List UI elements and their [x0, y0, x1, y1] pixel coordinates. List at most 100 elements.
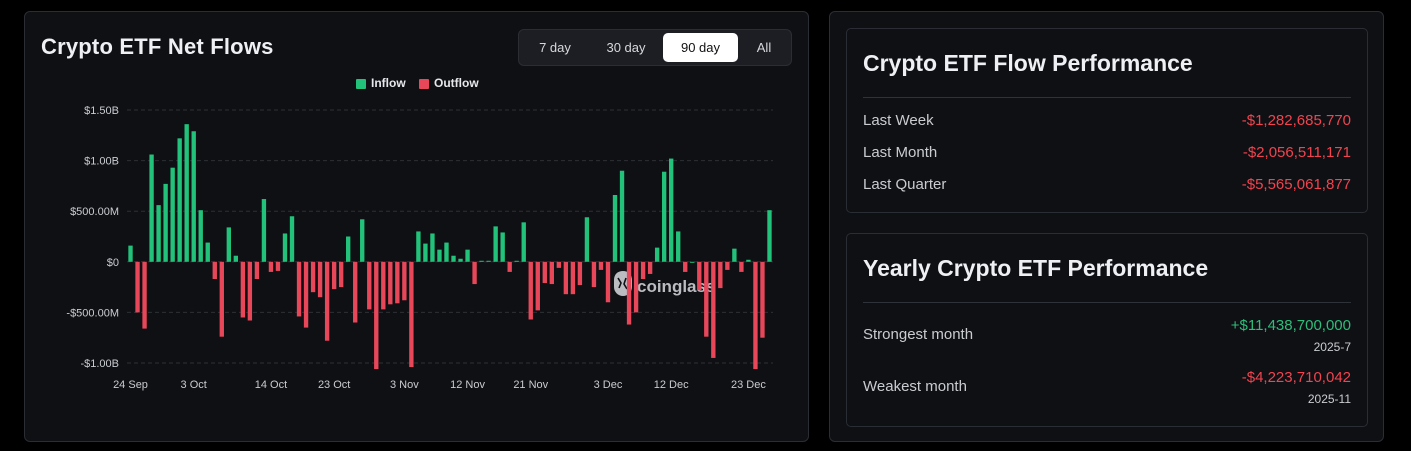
outflow-bar[interactable] [296, 261, 302, 317]
outflow-bar[interactable] [697, 261, 702, 291]
outflow-bar[interactable] [577, 261, 583, 286]
inflow-bar[interactable] [233, 255, 239, 262]
inflow-bar[interactable] [360, 219, 365, 262]
outflow-bar[interactable] [718, 261, 723, 289]
inflow-bar[interactable] [437, 249, 442, 262]
outflow-bar[interactable] [219, 261, 224, 337]
inflow-bar[interactable] [584, 217, 590, 262]
outflow-bar[interactable] [303, 261, 309, 328]
outflow-bar[interactable] [142, 261, 147, 329]
legend-inflow-label[interactable]: Inflow [371, 76, 406, 90]
outflow-bar[interactable] [739, 261, 744, 272]
inflow-bar[interactable] [451, 255, 456, 262]
inflow-bar[interactable] [177, 138, 182, 262]
inflow-bar[interactable] [732, 248, 737, 262]
inflow-bar[interactable] [198, 210, 203, 262]
inflow-bar[interactable] [184, 124, 189, 262]
outflow-bar[interactable] [598, 261, 604, 270]
inflow-bar[interactable] [767, 210, 772, 262]
outflow-bar[interactable] [725, 261, 730, 270]
x-tick-label: 21 Nov [513, 379, 548, 391]
outflow-bar[interactable] [605, 261, 611, 303]
inflow-bar[interactable] [289, 216, 295, 262]
inflow-bar[interactable] [479, 260, 484, 262]
outflow-bar[interactable] [683, 261, 688, 272]
tab-7-day[interactable]: 7 day [539, 40, 571, 55]
inflow-bar[interactable] [261, 199, 267, 262]
outflow-bar[interactable] [528, 261, 533, 320]
outflow-bar[interactable] [353, 261, 358, 323]
outflow-bar[interactable] [338, 261, 344, 288]
inflow-bar[interactable] [486, 260, 491, 262]
outflow-bar[interactable] [591, 261, 597, 288]
inflow-bar[interactable] [170, 167, 175, 262]
inflow-bar[interactable] [282, 233, 288, 262]
inflow-bar[interactable] [346, 236, 351, 262]
outflow-bar[interactable] [704, 261, 709, 337]
inflow-bar[interactable] [226, 227, 231, 262]
outflow-bar[interactable] [254, 261, 260, 280]
inflow-bar[interactable] [465, 249, 470, 262]
inflow-bar[interactable] [458, 258, 463, 262]
inflow-bar[interactable] [654, 247, 660, 262]
outflow-bar[interactable] [409, 261, 414, 368]
inflow-bar[interactable] [521, 222, 526, 262]
outflow-bar[interactable] [472, 261, 477, 285]
inflow-bar[interactable] [205, 242, 210, 262]
outflow-bar[interactable] [374, 261, 379, 370]
inflow-bar[interactable] [416, 231, 421, 262]
outflow-bar[interactable] [402, 261, 407, 301]
outflow-bar[interactable] [388, 261, 393, 305]
tab-90-day[interactable]: 90 day [663, 33, 738, 62]
net-flows-chart[interactable]: coinglass $1.50B $1.00B $500.00M $0 -$500.00… [25, 12, 808, 441]
outflow-bar[interactable] [317, 261, 323, 298]
outflow-bar[interactable] [324, 261, 330, 341]
tab-all[interactable]: All [756, 40, 772, 55]
outflow-bar[interactable] [507, 261, 512, 272]
inflow-bar[interactable] [156, 205, 161, 262]
outflow-bar[interactable] [310, 261, 316, 293]
inflow-bar[interactable] [493, 226, 498, 262]
outflow-bar[interactable] [556, 261, 562, 268]
outflow-bar[interactable] [760, 261, 765, 338]
inflow-bar[interactable] [191, 131, 196, 262]
outflow-bar[interactable] [381, 261, 386, 310]
outflow-bar[interactable] [633, 261, 639, 313]
outflow-bar[interactable] [542, 261, 547, 284]
outflow-bar[interactable] [367, 261, 372, 310]
outflow-bar[interactable] [268, 261, 274, 272]
outflow-bar[interactable] [135, 261, 140, 313]
outflow-bar[interactable] [240, 261, 246, 318]
inflow-bar[interactable] [690, 261, 695, 263]
inflow-bar[interactable] [676, 231, 681, 262]
outflow-bar[interactable] [570, 261, 576, 295]
inflow-bar[interactable] [612, 195, 618, 262]
outflow-bar[interactable] [212, 261, 217, 280]
outflow-bar[interactable] [711, 261, 716, 358]
inflow-bar[interactable] [444, 242, 449, 262]
inflow-bar[interactable] [500, 232, 505, 262]
outflow-bar[interactable] [247, 261, 253, 321]
inflow-bar[interactable] [669, 158, 674, 262]
tab-30-day[interactable]: 30 day [606, 40, 646, 55]
outflow-bar[interactable] [626, 261, 632, 325]
outflow-bar[interactable] [640, 261, 646, 280]
inflow-bar[interactable] [514, 260, 519, 262]
inflow-bar[interactable] [149, 154, 154, 262]
inflow-bar[interactable] [128, 245, 133, 262]
legend-outflow-label[interactable]: Outflow [434, 76, 479, 90]
inflow-bar[interactable] [619, 170, 625, 262]
outflow-bar[interactable] [331, 261, 337, 290]
inflow-bar[interactable] [661, 171, 667, 262]
outflow-bar[interactable] [395, 261, 400, 304]
inflow-bar[interactable] [430, 233, 435, 262]
outflow-bar[interactable] [563, 261, 569, 295]
outflow-bar[interactable] [535, 261, 540, 311]
inflow-bar[interactable] [746, 259, 751, 262]
inflow-bar[interactable] [423, 243, 428, 262]
outflow-bar[interactable] [549, 261, 554, 285]
outflow-bar[interactable] [275, 261, 281, 271]
inflow-bar[interactable] [163, 183, 168, 262]
outflow-bar[interactable] [753, 261, 758, 370]
outflow-bar[interactable] [647, 261, 653, 274]
